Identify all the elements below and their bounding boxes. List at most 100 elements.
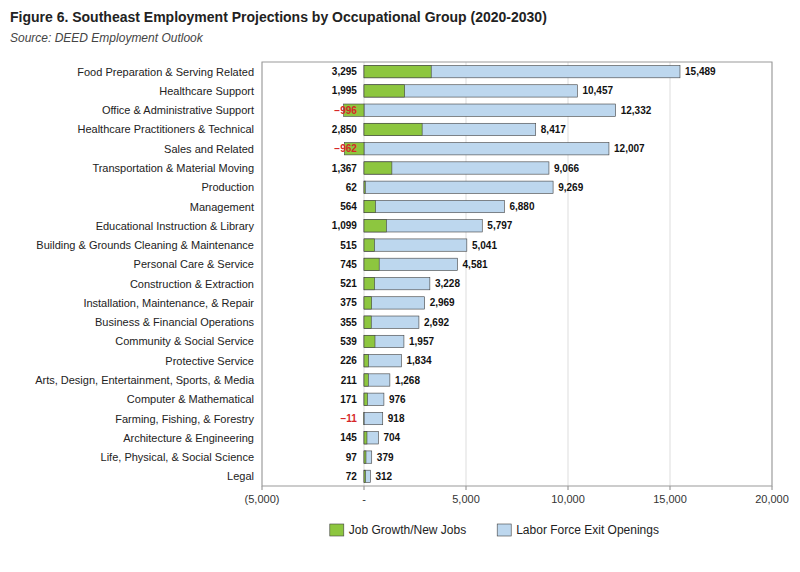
data-label: 5,041: [472, 240, 497, 251]
plot-frame: [262, 62, 772, 486]
legend-label: Labor Force Exit Openings: [516, 523, 659, 537]
grid-line: [670, 62, 671, 486]
data-label: 3,295: [332, 66, 357, 77]
legend-swatch: [330, 524, 344, 536]
data-label: 515: [340, 240, 357, 251]
data-label: 1,834: [407, 355, 432, 366]
bar: [364, 277, 375, 289]
data-label: 5,797: [487, 220, 512, 231]
data-label: 1,268: [395, 375, 420, 386]
category-label: Community & Social Service: [115, 335, 254, 347]
category-label: Sales and Related: [164, 143, 254, 155]
category-label: Arts, Design, Entertainment, Sports, & M…: [35, 374, 255, 386]
data-label: 72: [346, 471, 358, 482]
bar: [364, 220, 482, 232]
bar: [364, 65, 431, 77]
subtitle: Source: DEED Employment Outlook: [10, 31, 204, 45]
bar: [364, 65, 680, 77]
bar: [364, 374, 390, 386]
data-label: 1,099: [332, 220, 357, 231]
chart: Figure 6. Southeast Employment Projectio…: [0, 0, 800, 572]
bar: [364, 104, 616, 116]
legend-label: Job Growth/New Jobs: [349, 523, 466, 537]
bar: [364, 162, 392, 174]
grid-line: [568, 62, 569, 486]
category-label: Protective Service: [165, 355, 254, 367]
category-label: Healthcare Support: [159, 85, 254, 97]
tick-label: 20,000: [755, 493, 789, 505]
title: Figure 6. Southeast Employment Projectio…: [10, 9, 547, 25]
bar: [364, 85, 577, 97]
bar: [364, 239, 467, 251]
bar: [364, 432, 378, 444]
data-label: 564: [340, 201, 357, 212]
data-label: 2,850: [332, 124, 357, 135]
bar: [364, 85, 405, 97]
bar: [364, 451, 366, 463]
data-label: 2,969: [430, 297, 455, 308]
data-label: 97: [346, 452, 358, 463]
data-label: 918: [388, 413, 405, 424]
bar: [364, 258, 457, 270]
category-label: Personal Care & Service: [134, 258, 254, 270]
tick-mark: [772, 486, 773, 490]
bar: [364, 181, 365, 193]
bar: [364, 297, 372, 309]
data-label: 8,417: [541, 124, 566, 135]
category-label: Management: [190, 201, 254, 213]
data-label: 145: [340, 432, 357, 443]
bar: [364, 355, 369, 367]
data-label: 704: [383, 432, 400, 443]
tick-mark: [262, 486, 263, 490]
data-label: 15,489: [685, 66, 716, 77]
bar: [364, 412, 383, 424]
data-label: 9,066: [554, 163, 579, 174]
category-label: Legal: [227, 470, 254, 482]
data-label: 4,581: [463, 259, 488, 270]
bar: [364, 123, 422, 135]
category-label: Building & Grounds Cleaning & Maintenanc…: [36, 239, 254, 251]
legend: Job Growth/New Jobs Labor Force Exit Open…: [330, 523, 659, 537]
bar: [364, 316, 419, 328]
category-label: Transportation & Material Moving: [92, 162, 254, 174]
category-label: Educational Instruction & Library: [96, 220, 255, 232]
bar: [364, 220, 386, 232]
data-label: 745: [340, 259, 357, 270]
tick-label: 10,000: [551, 493, 585, 505]
bar: [364, 393, 384, 405]
bar: [364, 470, 365, 482]
data-label: 226: [340, 355, 357, 366]
category-label: Architecture & Engineering: [123, 432, 254, 444]
data-label: 375: [340, 297, 357, 308]
category-label: Business & Financial Operations: [95, 316, 254, 328]
data-label: 355: [340, 317, 357, 328]
data-label: 12,332: [621, 105, 652, 116]
bar: [364, 335, 404, 347]
bar: [364, 143, 609, 155]
data-label: 1,367: [332, 163, 357, 174]
category-label: Food Preparation & Serving Related: [77, 66, 254, 78]
tick-label: (5,000): [245, 493, 280, 505]
bar: [364, 316, 371, 328]
bar: [364, 335, 375, 347]
bar: [363, 412, 364, 424]
tick-mark: [670, 486, 671, 490]
bar: [364, 393, 367, 405]
bar: [364, 200, 376, 212]
bar: [364, 277, 430, 289]
data-label: 976: [389, 394, 406, 405]
tick-mark: [568, 486, 569, 490]
data-label: 3,228: [435, 278, 460, 289]
bar: [364, 258, 379, 270]
bar: [364, 470, 370, 482]
category-label: Production: [201, 181, 254, 193]
data-label: 1,995: [332, 85, 357, 96]
data-label: −962: [334, 143, 357, 154]
tick-label: -: [362, 493, 366, 505]
data-label: 521: [340, 278, 357, 289]
data-label: 1,957: [409, 336, 434, 347]
tick-label: 15,000: [653, 493, 687, 505]
category-label: Construction & Extraction: [130, 278, 254, 290]
bar: [364, 239, 375, 251]
category-label: Computer & Mathematical: [127, 393, 254, 405]
